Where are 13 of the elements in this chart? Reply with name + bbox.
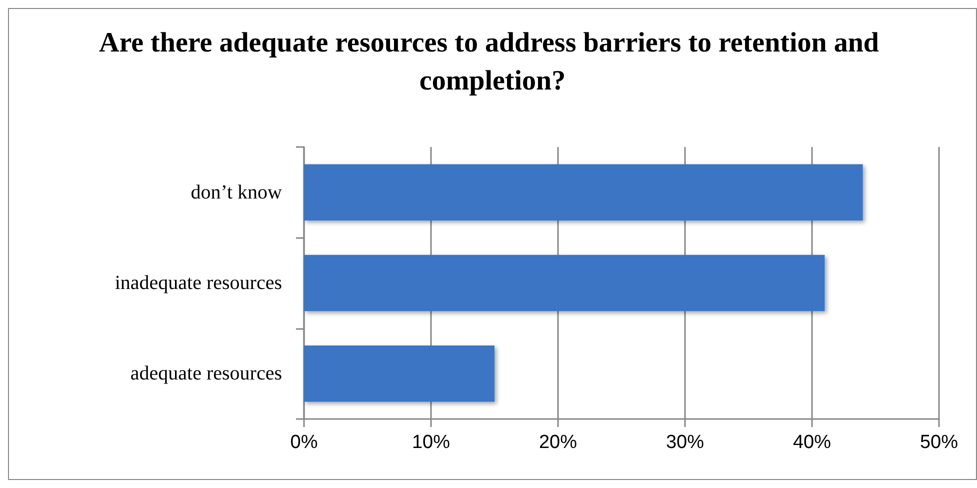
x-tick-label: 10% [412,432,450,453]
y-tick-label: don’t know [190,181,283,204]
y-tick-label: inadequate resources [114,272,282,294]
x-tick-label: 30% [666,432,704,453]
x-tick-label: 50% [920,432,958,453]
x-tick-label: 40% [792,432,832,453]
chart-title: Are there adequate resources to address barriers to retention and completion? [98,28,886,96]
y-tick-label: adequate resources [130,362,282,385]
bar [304,254,825,312]
x-tick-label: 20% [538,432,578,453]
x-tick-label: 0% [290,432,318,453]
bar [304,346,494,402]
bar [304,164,863,220]
